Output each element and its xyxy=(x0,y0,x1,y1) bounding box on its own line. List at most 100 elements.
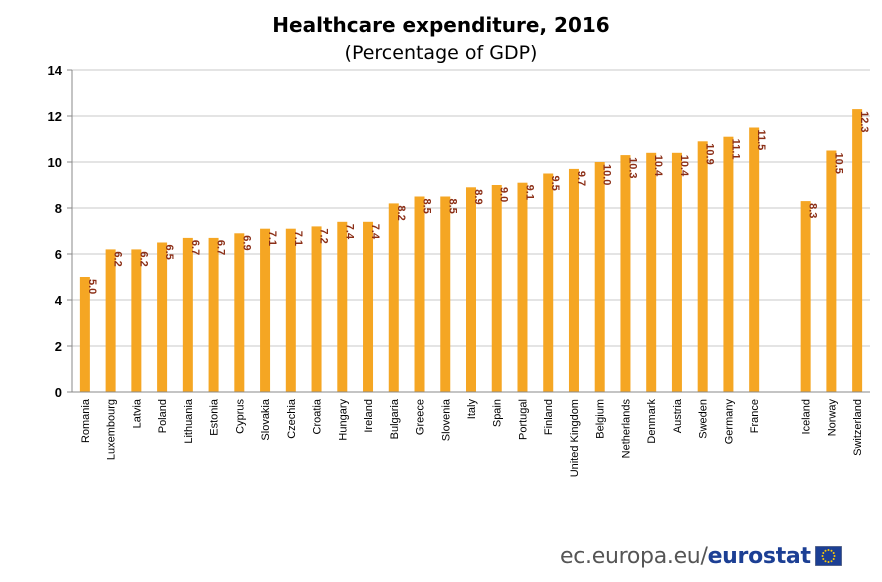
bar xyxy=(543,173,554,392)
x-tick-label: Estonia xyxy=(209,398,221,436)
y-tick-label: 12 xyxy=(48,109,62,124)
data-labels: 5.0 6.2 6.2 6.5 6.7 6.7 6.9 7.1 7.1 7.2 7.4 7.4 8.2 8… xyxy=(86,111,870,294)
data-label: 6.7 xyxy=(189,240,201,255)
bar xyxy=(105,249,116,392)
eurostat-logo-text: eurostat xyxy=(707,543,811,569)
x-tick-label: Germany xyxy=(723,399,735,445)
bar xyxy=(234,233,245,392)
x-axis-tick-labels: Romania Luxembourg Latvia Poland Lithuania Es… xyxy=(80,398,864,477)
y-tick-label: 6 xyxy=(55,247,62,262)
data-label: 8.2 xyxy=(395,205,407,220)
bar-chart: 0 2 4 6 8 10 12 14 5.0 6.2 6.2 6.5 6.7 6.7 6.9 7.1 7.1 7… xyxy=(48,63,871,477)
bar xyxy=(208,237,219,392)
flag-star xyxy=(832,558,835,560)
bar xyxy=(182,237,193,392)
data-label: 11.5 xyxy=(755,130,767,151)
flag-star xyxy=(833,555,836,557)
x-tick-label: Bulgaria xyxy=(389,398,401,439)
flag-background xyxy=(814,546,842,566)
data-label: 10.5 xyxy=(832,153,844,174)
flag-star xyxy=(824,549,827,552)
bar xyxy=(568,168,579,392)
bar xyxy=(388,203,399,392)
data-label: 6.5 xyxy=(163,245,175,260)
bar xyxy=(800,201,811,392)
data-label: 10.4 xyxy=(678,155,690,177)
data-label: 6.7 xyxy=(215,240,227,255)
x-tick-label: Portugal xyxy=(517,399,529,440)
x-tick-label: Norway xyxy=(826,399,838,437)
bar xyxy=(620,155,631,392)
x-tick-label: Luxembourg xyxy=(106,399,118,460)
x-tick-label: France xyxy=(749,399,761,433)
data-label: 10.4 xyxy=(652,155,664,177)
y-tick-label: 14 xyxy=(48,63,63,78)
eurostat-footer: ec.europa.eu/eurostat xyxy=(560,541,842,571)
flag-star xyxy=(830,560,833,563)
bar xyxy=(260,228,271,392)
bar xyxy=(337,221,348,392)
x-tick-label: Netherlands xyxy=(620,399,632,459)
flag-star xyxy=(827,561,830,563)
x-tick-label: Cyprus xyxy=(234,399,246,434)
bar xyxy=(285,228,296,392)
chart-subtitle: (Percentage of GDP) xyxy=(344,42,538,64)
bar xyxy=(594,162,605,392)
axes xyxy=(71,70,870,393)
bars xyxy=(79,109,863,392)
x-tick-label: Slovenia xyxy=(440,398,452,441)
bar xyxy=(414,196,425,392)
flag-star xyxy=(832,552,835,554)
y-tick-label: 8 xyxy=(55,201,62,216)
x-tick-label: Croatia xyxy=(312,398,324,434)
x-tick-label: Poland xyxy=(157,399,169,433)
data-label: 12.3 xyxy=(858,111,870,132)
y-tick-label: 0 xyxy=(55,385,62,400)
x-tick-label: Finland xyxy=(543,399,555,435)
bar xyxy=(749,127,760,392)
x-tick-label: Sweden xyxy=(698,399,710,439)
x-tick-label: Iceland xyxy=(801,399,813,434)
y-tick-label: 2 xyxy=(55,339,62,354)
eu-flag-icon xyxy=(814,546,842,566)
data-label: 7.2 xyxy=(318,228,330,243)
x-tick-label: United Kingdom xyxy=(569,399,581,477)
flag-star xyxy=(821,558,824,560)
y-tick-label: 4 xyxy=(55,293,63,308)
flag-star xyxy=(821,552,824,554)
data-label: 6.9 xyxy=(240,235,252,250)
bar xyxy=(491,185,502,392)
bar xyxy=(852,109,863,392)
data-label: 9.7 xyxy=(575,171,587,186)
data-label: 7.1 xyxy=(292,231,304,246)
y-tick-label: 10 xyxy=(48,155,62,170)
footer-site-text: ec.europa.eu/ xyxy=(560,543,708,569)
bar xyxy=(646,152,657,392)
x-tick-label: Slovakia xyxy=(260,398,272,440)
data-label: 8.5 xyxy=(446,199,458,214)
bar xyxy=(671,152,682,392)
data-label: 7.4 xyxy=(369,224,381,240)
x-tick-label: Romania xyxy=(80,398,92,443)
chart-title: Healthcare expenditure, 2016 xyxy=(272,13,610,37)
data-label: 10.0 xyxy=(601,164,613,185)
y-axis-tick-labels: 0 2 4 6 8 10 12 14 xyxy=(48,63,63,400)
data-label: 10.9 xyxy=(704,143,716,164)
data-label: 5.0 xyxy=(86,279,98,294)
bar xyxy=(157,242,168,392)
x-tick-label: Belgium xyxy=(595,399,607,439)
data-label: 9.5 xyxy=(549,176,561,191)
flag-star xyxy=(830,549,833,552)
bar xyxy=(131,249,142,392)
bar xyxy=(697,141,708,392)
x-tick-label: Czechia xyxy=(286,398,298,439)
flag-star xyxy=(827,549,830,551)
data-label: 9.0 xyxy=(498,187,510,202)
x-tick-label: Austria xyxy=(672,398,684,433)
data-label: 11.1 xyxy=(729,139,741,160)
bar xyxy=(517,182,528,392)
flag-star xyxy=(824,560,827,563)
data-label: 8.5 xyxy=(421,199,433,214)
bar xyxy=(466,187,476,392)
x-tick-label: Hungary xyxy=(337,399,349,441)
